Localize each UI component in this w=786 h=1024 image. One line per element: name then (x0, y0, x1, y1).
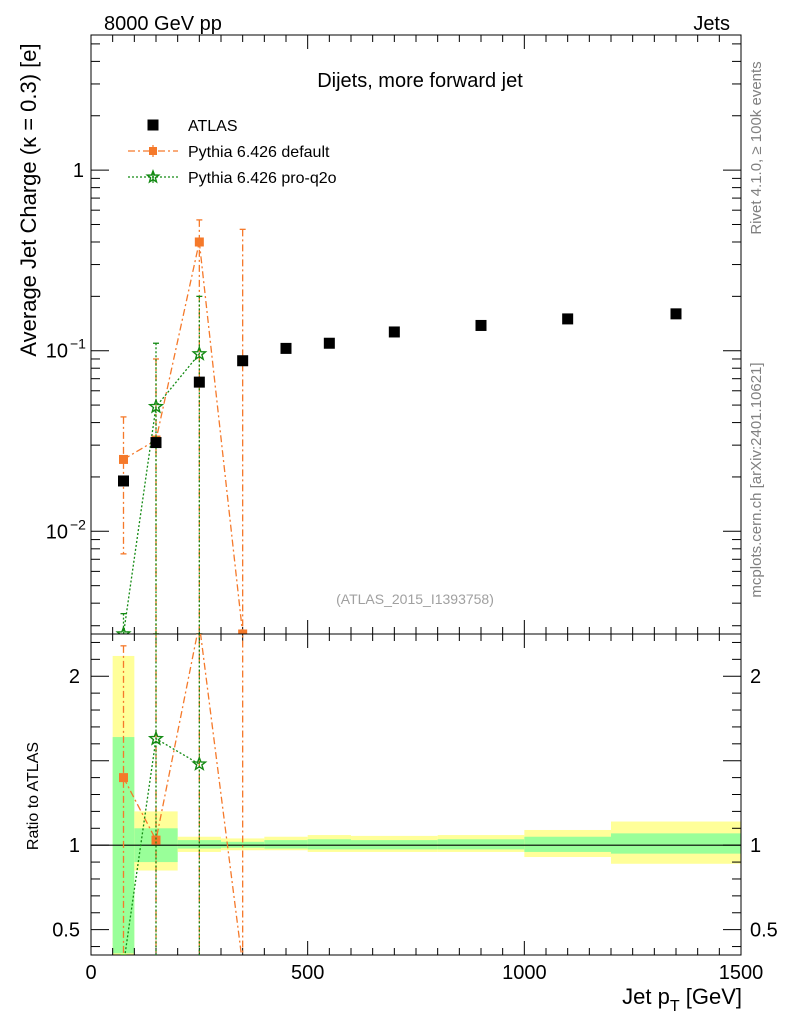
pythia-default-point (238, 629, 248, 634)
x-axis-label: Jet pT [GeV] (622, 984, 742, 1015)
x-tick-label: 500 (291, 962, 324, 984)
ratio-bands (112, 655, 741, 955)
pythia-default-line (123, 241, 244, 634)
ratio-band-inner (437, 839, 525, 850)
atlas-point (118, 475, 129, 487)
y-tick-label: 1 (73, 160, 84, 182)
atlas-point (193, 376, 205, 388)
ratio-plot-panel: Ratio to ATLAS 0 500 1000 1500 0.5 0.5 1 1 2 2 (25, 633, 778, 984)
y-tick-label-exponent: −2 (70, 516, 86, 532)
atlas-point (388, 326, 400, 338)
ratio-y-tick-label-right: 0.5 (750, 920, 778, 942)
pythia-default-point (119, 454, 128, 464)
legend-label: Pythia 6.426 default (188, 144, 330, 161)
pythia-default-point (194, 237, 204, 247)
atlas-point (323, 337, 335, 349)
y-tick-label-exponent: −1 (70, 336, 86, 352)
atlas-point (237, 355, 249, 367)
ratio-y-tick-label-right: 1 (750, 835, 761, 857)
ratio-band-inner (307, 839, 351, 850)
pythia-pro-q2o-point (191, 345, 208, 361)
legend-label: ATLAS (188, 118, 238, 135)
ratio-y-tick-label: 1 (69, 835, 80, 857)
legend: ATLAS Pythia 6.426 default Pythia 6.426 pr… (128, 118, 337, 187)
ratio-series (119, 634, 244, 955)
watermark: (ATLAS_2015_I1393758) (336, 591, 494, 607)
ratio-pythia-default-line (122, 634, 243, 955)
x-tick-label: 1500 (719, 962, 764, 984)
ratio-ylabel: Ratio to ATLAS (25, 742, 42, 850)
ratio-pythia-pro-q2o-point (191, 755, 208, 771)
header-right: Jets (693, 13, 730, 35)
ratio-frame (90, 633, 742, 956)
ratio-y-tick-label: 2 (69, 666, 80, 688)
pythia-pro-q2o-line (122, 353, 200, 634)
pythia-pro-q2o-point (115, 625, 132, 634)
atlas-point (562, 313, 574, 325)
legend-marker-atlas (147, 119, 159, 131)
atlas-point (475, 319, 487, 331)
ratio-band-inner (177, 840, 221, 849)
legend-marker-square (149, 147, 157, 155)
ratio-pythia-default-point (151, 835, 161, 845)
legend-marker-star (145, 169, 161, 184)
y-tick-label: 10 (46, 521, 68, 543)
atlas-point (280, 342, 292, 354)
ratio-band-inner (524, 836, 611, 852)
main-plot-panel: Dijets, more forward jet (ATLAS_2015_I13… (16, 34, 742, 635)
atlas-point (150, 437, 162, 449)
x-tick-label: 0 (85, 962, 96, 984)
ratio-y-tick-label: 0.5 (52, 920, 80, 942)
ratio-band-inner (611, 833, 741, 854)
pythia-pro-q2o-point (147, 398, 165, 414)
ratio-pythia-default-point (119, 773, 128, 783)
x-tick-label: 1000 (502, 962, 547, 984)
main-title: Dijets, more forward jet (317, 70, 523, 92)
y-tick-label: 10 (46, 341, 68, 363)
header-left: 8000 GeV pp (104, 13, 222, 35)
ratio-pythia-pro-q2o-line (124, 737, 200, 955)
main-ylabel: Average Jet Charge (κ = 0.3) [e] (16, 43, 41, 356)
ratio-pythia-pro-q2o-point (147, 730, 165, 746)
ratio-y-tick-label-right: 2 (750, 666, 761, 688)
atlas-point (670, 308, 682, 320)
rivet-label: Rivet 4.1.0, ≥ 100k events (748, 61, 765, 234)
mcplots-label: mcplots.cern.ch [arXiv:2401.10621] (748, 362, 765, 597)
ratio-band-inner (264, 840, 308, 849)
main-series (115, 219, 682, 634)
legend-label: Pythia 6.426 pro-q2o (188, 170, 337, 187)
